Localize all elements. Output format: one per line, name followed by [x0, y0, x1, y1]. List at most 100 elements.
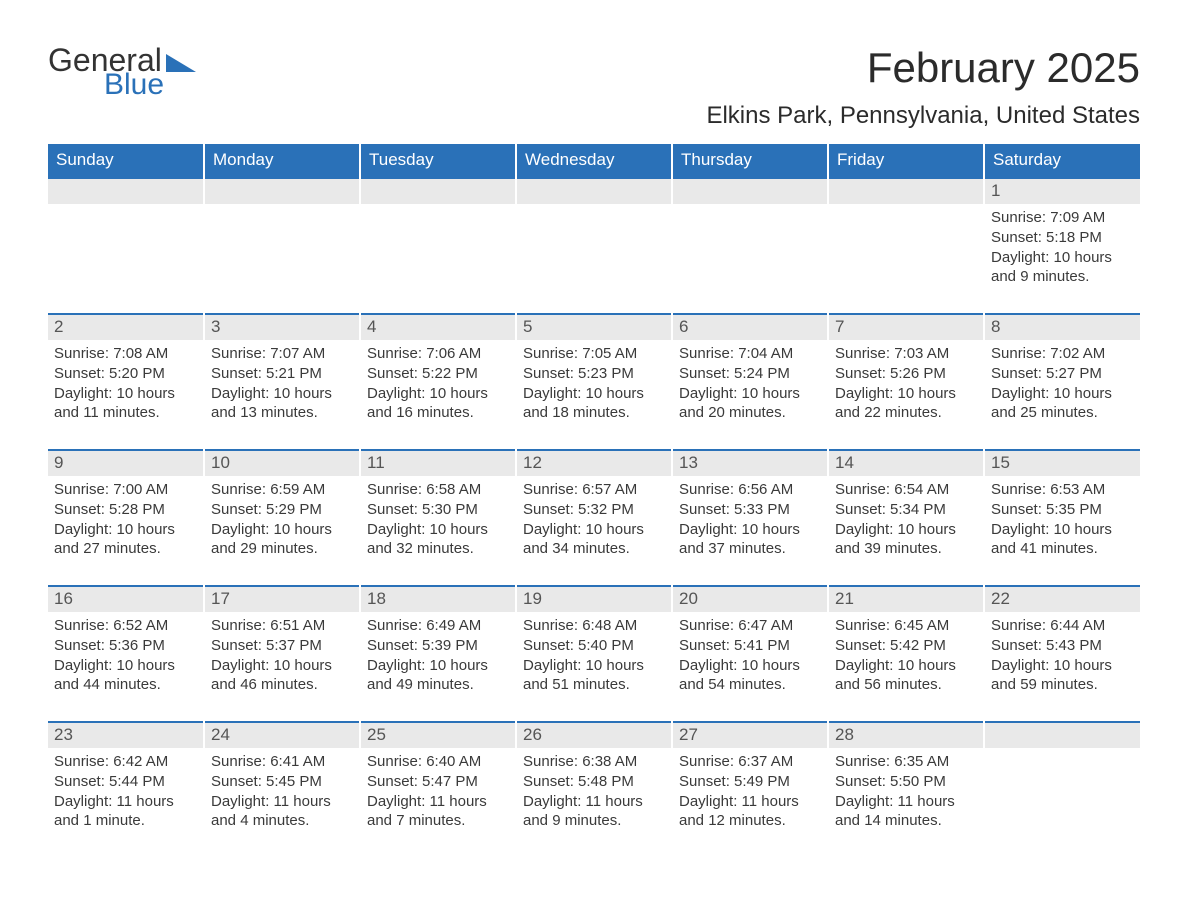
calendar-day-cell	[360, 178, 516, 314]
daylight-text: Daylight: 10 hours and 16 minutes.	[367, 384, 509, 424]
day-details: Sunrise: 6:38 AMSunset: 5:48 PMDaylight:…	[517, 748, 671, 837]
sunset-text: Sunset: 5:50 PM	[835, 772, 977, 792]
weekday-header: Friday	[828, 144, 984, 178]
sunrise-text: Sunrise: 6:42 AM	[54, 752, 197, 772]
sunset-text: Sunset: 5:34 PM	[835, 500, 977, 520]
daylight-text: Daylight: 10 hours and 46 minutes.	[211, 656, 353, 696]
daylight-text: Daylight: 10 hours and 37 minutes.	[679, 520, 821, 560]
calendar-day-cell: 26Sunrise: 6:38 AMSunset: 5:48 PMDayligh…	[516, 722, 672, 858]
sunrise-text: Sunrise: 7:08 AM	[54, 344, 197, 364]
sunset-text: Sunset: 5:26 PM	[835, 364, 977, 384]
daylight-text: Daylight: 10 hours and 13 minutes.	[211, 384, 353, 424]
daylight-text: Daylight: 10 hours and 9 minutes.	[991, 248, 1134, 288]
day-details: Sunrise: 7:02 AMSunset: 5:27 PMDaylight:…	[985, 340, 1140, 429]
title-block: February 2025 Elkins Park, Pennsylvania,…	[706, 44, 1140, 130]
sunrise-text: Sunrise: 6:57 AM	[523, 480, 665, 500]
day-number: 23	[48, 723, 203, 748]
sunset-text: Sunset: 5:23 PM	[523, 364, 665, 384]
sunset-text: Sunset: 5:32 PM	[523, 500, 665, 520]
day-number: 27	[673, 723, 827, 748]
day-number: 6	[673, 315, 827, 340]
calendar-day-cell: 22Sunrise: 6:44 AMSunset: 5:43 PMDayligh…	[984, 586, 1140, 722]
daylight-text: Daylight: 11 hours and 9 minutes.	[523, 792, 665, 832]
calendar-day-cell: 20Sunrise: 6:47 AMSunset: 5:41 PMDayligh…	[672, 586, 828, 722]
day-number	[829, 179, 983, 204]
calendar-day-cell: 19Sunrise: 6:48 AMSunset: 5:40 PMDayligh…	[516, 586, 672, 722]
day-number: 10	[205, 451, 359, 476]
calendar-day-cell: 25Sunrise: 6:40 AMSunset: 5:47 PMDayligh…	[360, 722, 516, 858]
sunset-text: Sunset: 5:49 PM	[679, 772, 821, 792]
sunset-text: Sunset: 5:44 PM	[54, 772, 197, 792]
sunset-text: Sunset: 5:27 PM	[991, 364, 1134, 384]
sunrise-text: Sunrise: 7:00 AM	[54, 480, 197, 500]
calendar-day-cell	[516, 178, 672, 314]
daylight-text: Daylight: 11 hours and 7 minutes.	[367, 792, 509, 832]
weekday-header: Tuesday	[360, 144, 516, 178]
sunrise-text: Sunrise: 6:40 AM	[367, 752, 509, 772]
day-details: Sunrise: 6:42 AMSunset: 5:44 PMDaylight:…	[48, 748, 203, 837]
day-number: 24	[205, 723, 359, 748]
day-details: Sunrise: 6:48 AMSunset: 5:40 PMDaylight:…	[517, 612, 671, 701]
sunset-text: Sunset: 5:20 PM	[54, 364, 197, 384]
daylight-text: Daylight: 10 hours and 29 minutes.	[211, 520, 353, 560]
day-number: 5	[517, 315, 671, 340]
daylight-text: Daylight: 10 hours and 49 minutes.	[367, 656, 509, 696]
day-number: 16	[48, 587, 203, 612]
sunset-text: Sunset: 5:30 PM	[367, 500, 509, 520]
weekday-header: Saturday	[984, 144, 1140, 178]
weekday-header: Sunday	[48, 144, 204, 178]
daylight-text: Daylight: 10 hours and 18 minutes.	[523, 384, 665, 424]
calendar-day-cell: 10Sunrise: 6:59 AMSunset: 5:29 PMDayligh…	[204, 450, 360, 586]
day-number: 11	[361, 451, 515, 476]
weekday-header: Thursday	[672, 144, 828, 178]
calendar-day-cell: 12Sunrise: 6:57 AMSunset: 5:32 PMDayligh…	[516, 450, 672, 586]
calendar-day-cell	[828, 178, 984, 314]
day-number	[673, 179, 827, 204]
sunrise-text: Sunrise: 6:41 AM	[211, 752, 353, 772]
sunset-text: Sunset: 5:18 PM	[991, 228, 1134, 248]
daylight-text: Daylight: 10 hours and 54 minutes.	[679, 656, 821, 696]
calendar-day-cell: 18Sunrise: 6:49 AMSunset: 5:39 PMDayligh…	[360, 586, 516, 722]
sunset-text: Sunset: 5:21 PM	[211, 364, 353, 384]
sunrise-text: Sunrise: 7:09 AM	[991, 208, 1134, 228]
sunset-text: Sunset: 5:24 PM	[679, 364, 821, 384]
day-number: 3	[205, 315, 359, 340]
sunrise-text: Sunrise: 7:06 AM	[367, 344, 509, 364]
day-details: Sunrise: 7:00 AMSunset: 5:28 PMDaylight:…	[48, 476, 203, 565]
day-details: Sunrise: 7:09 AMSunset: 5:18 PMDaylight:…	[985, 204, 1140, 293]
calendar-day-cell	[48, 178, 204, 314]
sunset-text: Sunset: 5:28 PM	[54, 500, 197, 520]
daylight-text: Daylight: 11 hours and 4 minutes.	[211, 792, 353, 832]
day-details: Sunrise: 6:54 AMSunset: 5:34 PMDaylight:…	[829, 476, 983, 565]
daylight-text: Daylight: 10 hours and 25 minutes.	[991, 384, 1134, 424]
calendar-day-cell: 28Sunrise: 6:35 AMSunset: 5:50 PMDayligh…	[828, 722, 984, 858]
sunset-text: Sunset: 5:39 PM	[367, 636, 509, 656]
day-number: 20	[673, 587, 827, 612]
daylight-text: Daylight: 11 hours and 12 minutes.	[679, 792, 821, 832]
calendar-day-cell: 9Sunrise: 7:00 AMSunset: 5:28 PMDaylight…	[48, 450, 204, 586]
sunrise-text: Sunrise: 6:59 AM	[211, 480, 353, 500]
day-number: 2	[48, 315, 203, 340]
day-number: 9	[48, 451, 203, 476]
calendar-day-cell: 14Sunrise: 6:54 AMSunset: 5:34 PMDayligh…	[828, 450, 984, 586]
day-number	[361, 179, 515, 204]
sunrise-text: Sunrise: 7:05 AM	[523, 344, 665, 364]
calendar-day-cell: 11Sunrise: 6:58 AMSunset: 5:30 PMDayligh…	[360, 450, 516, 586]
calendar-day-cell: 16Sunrise: 6:52 AMSunset: 5:36 PMDayligh…	[48, 586, 204, 722]
sunset-text: Sunset: 5:36 PM	[54, 636, 197, 656]
day-number: 1	[985, 179, 1140, 204]
sunset-text: Sunset: 5:37 PM	[211, 636, 353, 656]
day-details: Sunrise: 7:06 AMSunset: 5:22 PMDaylight:…	[361, 340, 515, 429]
calendar-week-row: 23Sunrise: 6:42 AMSunset: 5:44 PMDayligh…	[48, 722, 1140, 858]
calendar-day-cell: 3Sunrise: 7:07 AMSunset: 5:21 PMDaylight…	[204, 314, 360, 450]
sunset-text: Sunset: 5:35 PM	[991, 500, 1134, 520]
sunrise-text: Sunrise: 6:45 AM	[835, 616, 977, 636]
day-details: Sunrise: 6:41 AMSunset: 5:45 PMDaylight:…	[205, 748, 359, 837]
day-number: 15	[985, 451, 1140, 476]
daylight-text: Daylight: 10 hours and 39 minutes.	[835, 520, 977, 560]
logo-text-blue: Blue	[104, 70, 196, 100]
calendar-week-row: 2 Sunrise: 7:08 AMSunset: 5:20 PM Daylight…	[48, 314, 1140, 450]
day-number: 21	[829, 587, 983, 612]
calendar-day-cell: 2Sunrise: 7:08 AMSunset: 5:20 PMDaylight…	[48, 314, 204, 450]
sunrise-text: Sunrise: 6:58 AM	[367, 480, 509, 500]
